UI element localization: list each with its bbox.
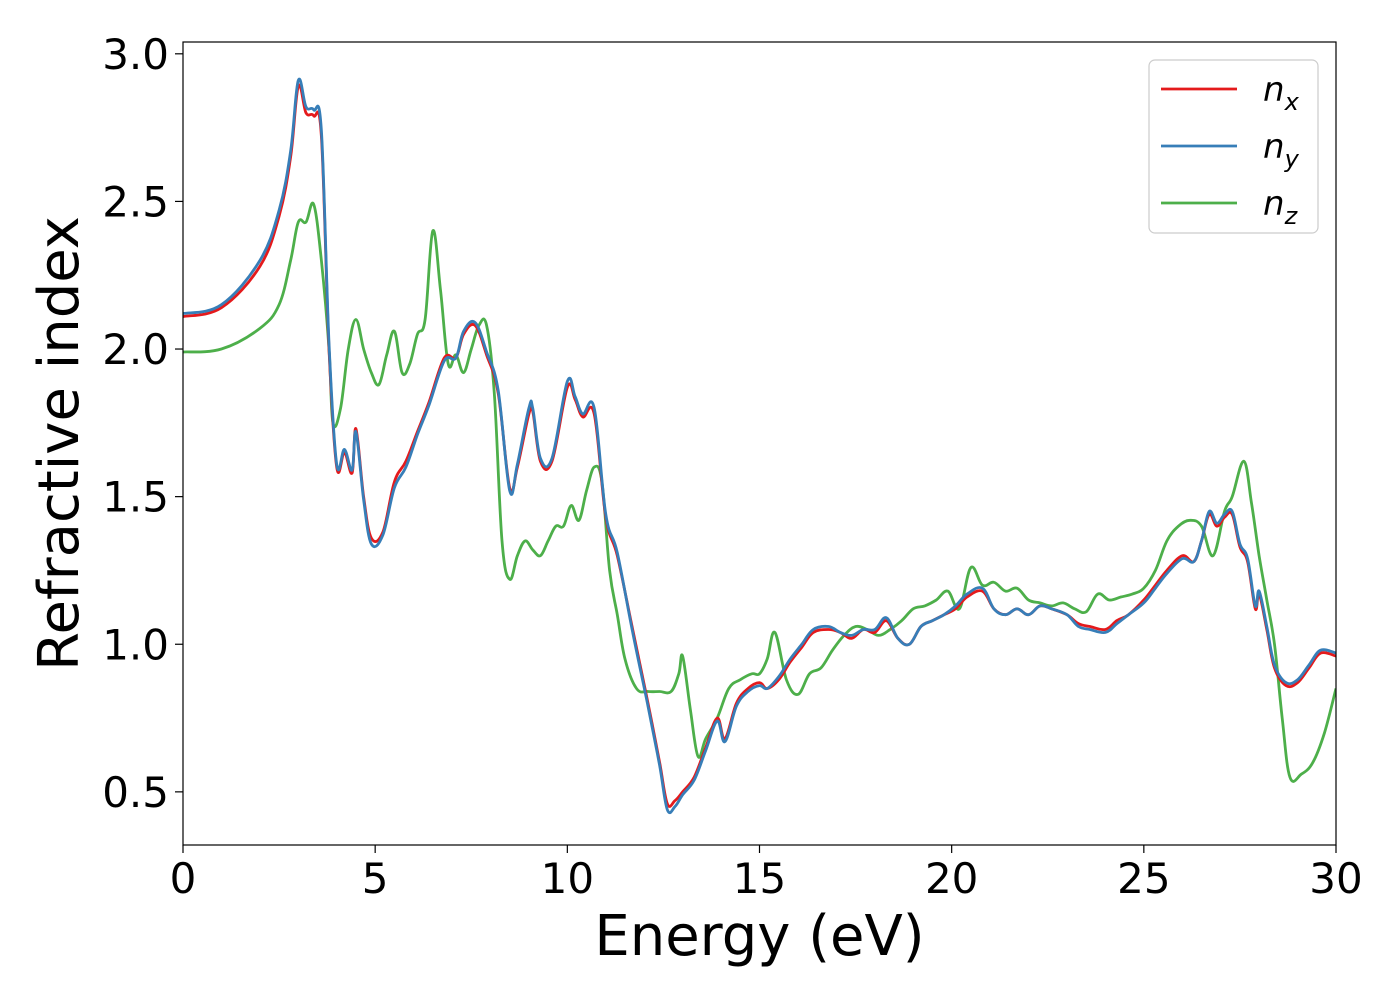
y-tick-label: 2.5 — [102, 177, 169, 226]
x-tick-label: 10 — [541, 854, 594, 903]
x-axis-title: Energy (eV) — [594, 904, 924, 969]
ticks-layer: 0 5 10 15 20 25 30 0.5 1.0 1.5 2.0 2.5 3.0 — [102, 30, 1363, 903]
legend-label-n-z: nz — [1263, 184, 1299, 230]
x-tick-label: 30 — [1309, 854, 1362, 903]
y-tick-label: 1.5 — [102, 473, 169, 522]
legend-label-n-y: ny — [1263, 127, 1300, 173]
y-axis-title: Refractive index — [27, 216, 92, 671]
series-line-n-z — [183, 201, 1336, 783]
x-tick-label: 5 — [362, 854, 389, 903]
legend: nx ny nz — [1148, 59, 1319, 234]
plot-frame — [182, 41, 1337, 846]
y-tick-label: 1.0 — [102, 620, 169, 669]
x-tick-label: 15 — [733, 854, 786, 903]
legend-label-n-x: nx — [1263, 70, 1300, 116]
series-layer — [183, 77, 1336, 815]
x-tick-label: 0 — [170, 854, 197, 903]
y-tick-label: 3.0 — [102, 30, 169, 79]
y-tick-label: 2.0 — [102, 325, 169, 374]
y-tick-label: 0.5 — [102, 768, 169, 817]
x-tick-label: 25 — [1117, 854, 1170, 903]
series-line-n-y — [183, 77, 1336, 815]
x-tick-label: 20 — [925, 854, 978, 903]
